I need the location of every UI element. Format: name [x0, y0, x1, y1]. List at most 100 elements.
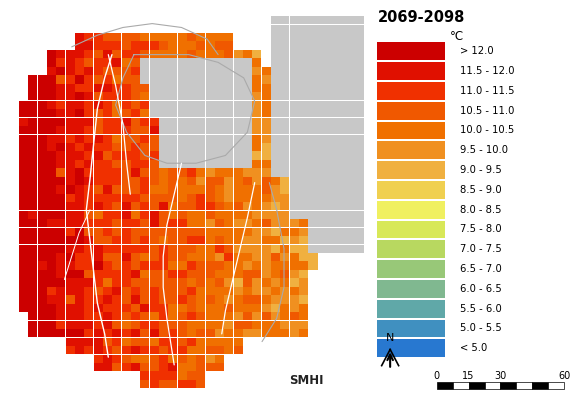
Bar [234, 312, 243, 320]
Bar [262, 118, 271, 126]
Bar [94, 92, 103, 101]
Bar [131, 261, 140, 270]
Bar [215, 118, 224, 126]
Bar [66, 84, 74, 92]
Bar [75, 227, 84, 236]
Bar [84, 194, 94, 202]
Bar [187, 50, 196, 58]
Bar [168, 312, 177, 320]
Bar [84, 75, 94, 84]
Text: 60: 60 [558, 370, 570, 381]
Bar [94, 84, 103, 92]
Bar [94, 253, 103, 261]
Bar [47, 109, 56, 118]
Bar [112, 253, 121, 261]
Bar [103, 92, 112, 101]
Bar [38, 118, 46, 126]
Bar [243, 227, 252, 236]
Bar [28, 312, 37, 320]
Bar [159, 101, 168, 109]
Bar [271, 270, 280, 278]
Bar [66, 160, 74, 168]
Bar [215, 304, 224, 312]
Bar [131, 135, 140, 143]
Bar [309, 261, 318, 270]
Bar [84, 126, 94, 134]
Bar [28, 321, 37, 329]
Bar [103, 160, 112, 168]
Bar [318, 92, 327, 101]
Bar [94, 227, 103, 236]
Bar [140, 92, 149, 101]
Bar [75, 338, 84, 346]
Bar [309, 177, 318, 185]
Bar [206, 168, 215, 177]
Bar [355, 227, 364, 236]
Bar [346, 211, 355, 219]
Bar [234, 321, 243, 329]
Bar [94, 304, 103, 312]
Text: 10.0 - 10.5: 10.0 - 10.5 [460, 126, 514, 135]
Bar [94, 287, 103, 295]
Bar [206, 135, 215, 143]
Bar [94, 59, 103, 67]
Bar [224, 295, 234, 303]
Bar [131, 202, 140, 210]
Bar [121, 211, 131, 219]
Bar [355, 194, 364, 202]
Bar [131, 50, 140, 58]
Bar [140, 287, 149, 295]
Bar [168, 321, 177, 329]
Bar [206, 50, 215, 58]
Bar [84, 278, 94, 286]
Bar [224, 304, 234, 312]
Bar [75, 194, 84, 202]
Bar [56, 304, 65, 312]
Bar [309, 59, 318, 67]
Bar [150, 355, 159, 363]
Bar [196, 363, 206, 371]
Bar [234, 211, 243, 219]
Bar [327, 227, 336, 236]
Bar [19, 211, 28, 219]
Bar [355, 244, 364, 253]
Bar [47, 143, 56, 151]
Text: > 12.0: > 12.0 [460, 46, 494, 56]
Bar [215, 253, 224, 261]
Bar [168, 75, 177, 84]
Bar [336, 143, 346, 151]
Bar [327, 177, 336, 185]
Bar [112, 101, 121, 109]
Bar [75, 101, 84, 109]
Bar [19, 236, 28, 244]
Text: 9.5 - 10.0: 9.5 - 10.0 [460, 145, 508, 155]
Bar [299, 126, 308, 134]
Bar [47, 295, 56, 303]
Bar [187, 109, 196, 118]
Bar [290, 236, 299, 244]
Bar [150, 109, 159, 118]
Bar [271, 321, 280, 329]
Bar [121, 236, 131, 244]
Bar [224, 338, 234, 346]
Bar [178, 202, 187, 210]
Bar [131, 244, 140, 253]
Bar [187, 211, 196, 219]
Bar [112, 270, 121, 278]
Bar [206, 143, 215, 151]
Bar [168, 160, 177, 168]
Bar [224, 33, 234, 41]
Bar [252, 295, 261, 303]
Bar [38, 253, 46, 261]
Bar [121, 160, 131, 168]
Bar [271, 143, 280, 151]
Bar [234, 135, 243, 143]
Bar [187, 185, 196, 194]
Bar [355, 219, 364, 227]
Bar [243, 236, 252, 244]
Bar [38, 312, 46, 320]
Bar [262, 126, 271, 134]
Bar [234, 236, 243, 244]
Bar [318, 33, 327, 41]
Bar [28, 152, 37, 160]
